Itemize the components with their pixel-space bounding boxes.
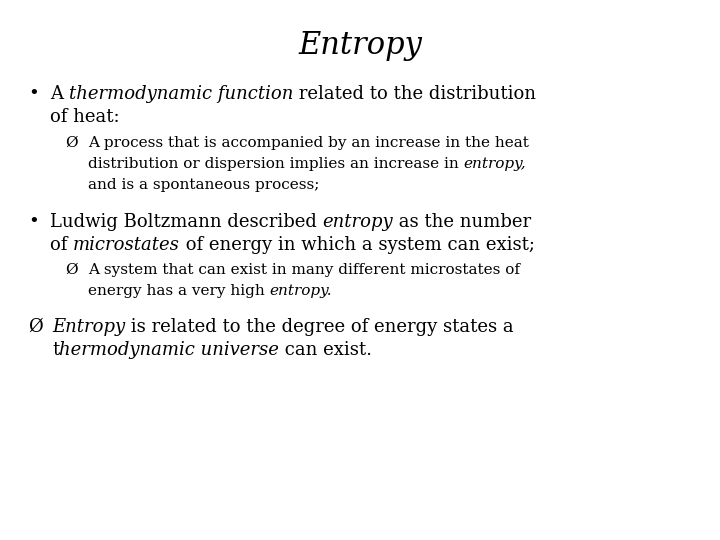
Text: as the number: as the number [393,213,531,231]
Text: is related to the degree of energy states a: is related to the degree of energy state… [125,318,514,336]
Text: related to the distribution: related to the distribution [293,85,536,103]
Text: entropy: entropy [323,213,393,231]
Text: thermodynamic function: thermodynamic function [68,85,293,103]
Text: distribution or dispersion implies an increase in: distribution or dispersion implies an in… [88,157,464,171]
Text: Ø: Ø [65,136,78,150]
Text: entropy.: entropy. [269,284,332,298]
Text: of heat:: of heat: [50,108,120,126]
Text: •: • [28,85,39,103]
Text: and is a spontaneous process;: and is a spontaneous process; [88,178,320,192]
Text: can exist.: can exist. [279,341,372,359]
Text: A: A [50,85,68,103]
Text: entropy,: entropy, [464,157,526,171]
Text: Ø: Ø [28,318,42,336]
Text: Entropy: Entropy [52,318,125,336]
Text: •: • [28,213,39,231]
Text: A system that can exist in many different microstates of: A system that can exist in many differen… [88,263,520,277]
Text: A process that is accompanied by an increase in the heat: A process that is accompanied by an incr… [88,136,529,150]
Text: of energy in which a system can exist;: of energy in which a system can exist; [180,236,535,254]
Text: hermodynamic universe: hermodynamic universe [59,341,279,359]
Text: Entropy: Entropy [298,30,422,61]
Text: t: t [52,341,59,359]
Text: of: of [50,236,73,254]
Text: energy has a very high: energy has a very high [88,284,269,298]
Text: Ø: Ø [65,263,78,277]
Text: microstates: microstates [73,236,180,254]
Text: Ludwig Boltzmann described: Ludwig Boltzmann described [50,213,323,231]
